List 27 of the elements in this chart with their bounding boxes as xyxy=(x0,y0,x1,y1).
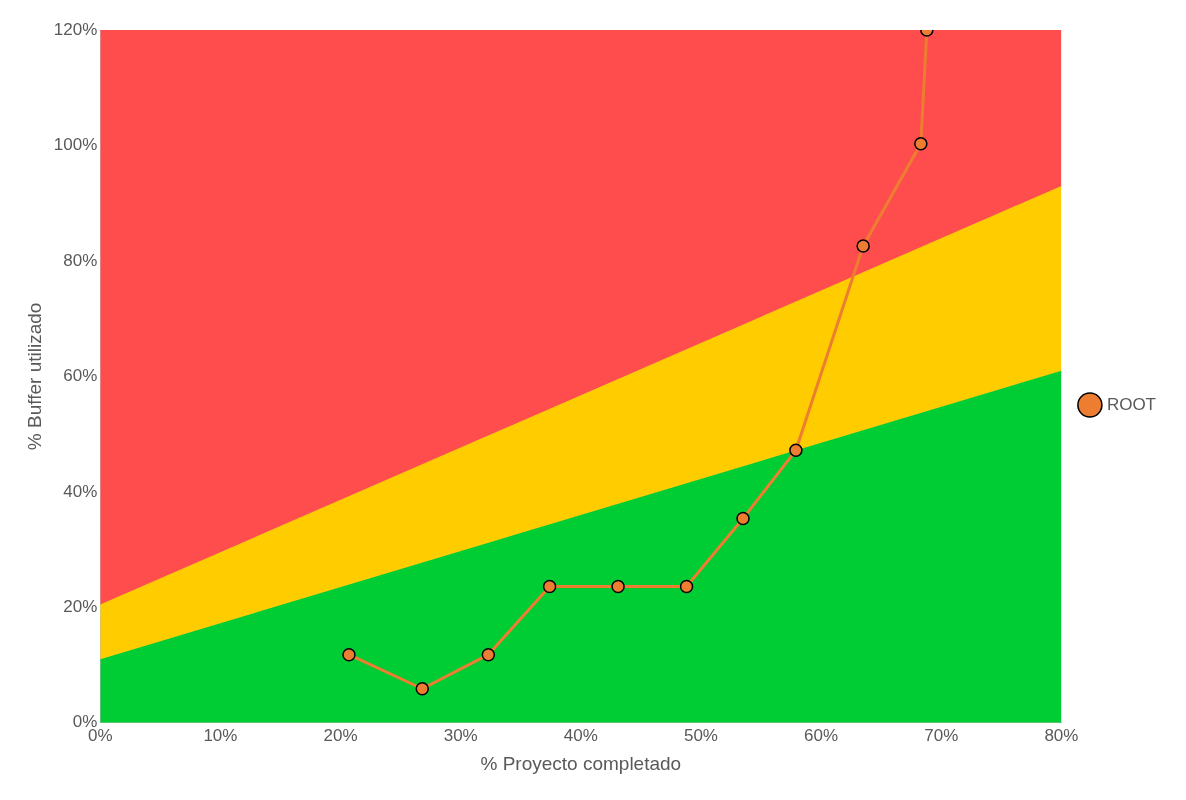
point xyxy=(542,579,557,594)
x-tick-label: 30% xyxy=(443,725,478,745)
x-tick-label: 80% xyxy=(1044,725,1079,745)
x-tick-label: 10% xyxy=(203,725,238,745)
x-tick-label: 70% xyxy=(924,725,959,745)
point xyxy=(342,647,356,662)
point xyxy=(611,579,625,594)
y-tick-label: 20% xyxy=(63,597,98,617)
y-tick-label: 120% xyxy=(53,19,98,39)
y-tick-label: 80% xyxy=(63,250,98,270)
y-tick-label: 60% xyxy=(63,366,98,386)
x-tick-label: 50% xyxy=(683,725,718,745)
point xyxy=(789,443,803,458)
x-tick-label: 60% xyxy=(804,725,839,745)
x-tick-label: 40% xyxy=(563,725,598,745)
point xyxy=(415,681,429,696)
point xyxy=(856,239,870,253)
x-tick-label: 20% xyxy=(323,725,358,745)
y-axis-title: % Buffer utilizado xyxy=(23,302,45,451)
point xyxy=(736,511,750,526)
point xyxy=(679,579,694,594)
y-tick-label: 100% xyxy=(53,135,98,155)
legend-label: ROOT xyxy=(1106,394,1156,414)
point xyxy=(481,647,496,662)
x-axis-title: % Proyecto completado xyxy=(480,752,682,774)
y-tick-label: 40% xyxy=(63,481,98,501)
point xyxy=(914,136,928,151)
